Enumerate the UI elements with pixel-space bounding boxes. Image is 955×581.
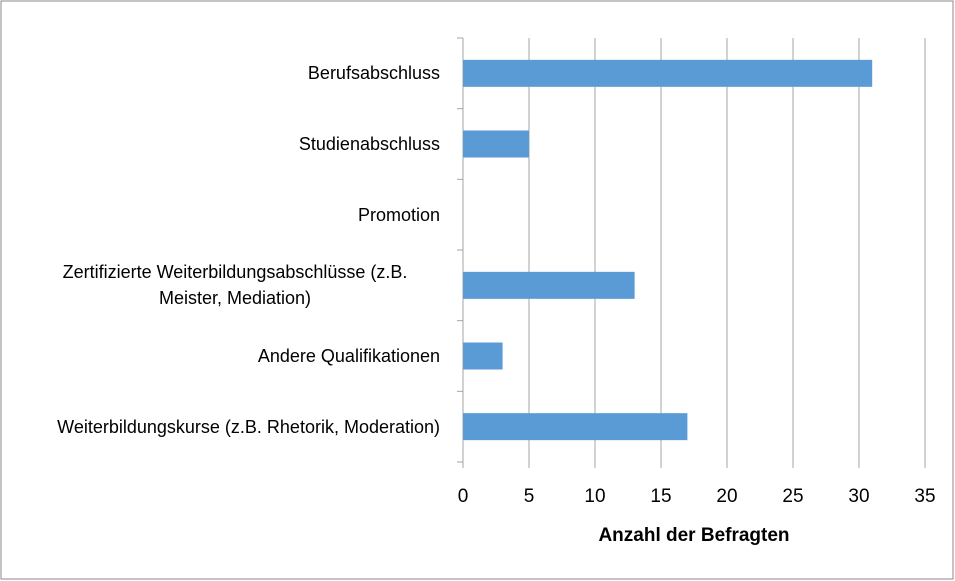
bar: [463, 342, 503, 370]
x-tick-label: 5: [524, 486, 535, 507]
x-tick-label: 35: [914, 486, 935, 507]
x-tick-label: 10: [584, 486, 605, 507]
bar: [463, 413, 688, 441]
y-tick-label: Zertifizierte Weiterbildungsabschlüsse (…: [30, 259, 440, 311]
y-tick-label-text: Studienabschluss: [298, 134, 440, 154]
y-tick-label: Weiterbildungskurse (z.B. Rhetorik, Mode…: [30, 414, 440, 440]
y-tick-label-text: Weiterbildungskurse (z.B. Rhetorik, Mode…: [57, 416, 440, 437]
x-tick-label: 30: [848, 486, 869, 507]
x-axis-title: Anzahl der Befragten: [598, 525, 789, 546]
bar: [463, 130, 529, 158]
x-tick-label: 15: [650, 486, 671, 507]
x-tick-label: 25: [782, 486, 803, 507]
y-tick-label: Berufsabschluss: [30, 60, 440, 86]
y-tick-label-text: Andere Qualifikationen: [257, 346, 440, 366]
y-tick-label-text: Berufsabschluss: [307, 63, 440, 84]
x-tick-label: 20: [716, 486, 737, 507]
y-tick-label: Promotion: [30, 202, 440, 228]
y-tick-label-text: Promotion: [357, 204, 440, 225]
y-tick-label: Studienabschluss: [30, 131, 440, 157]
bar: [463, 271, 635, 299]
bar: [463, 59, 873, 87]
x-tick-label: 0: [458, 486, 469, 507]
y-tick-label: Andere Qualifikationen: [30, 343, 440, 369]
y-tick-label-text: Zertifizierte Weiterbildungsabschlüsse (…: [62, 262, 408, 309]
